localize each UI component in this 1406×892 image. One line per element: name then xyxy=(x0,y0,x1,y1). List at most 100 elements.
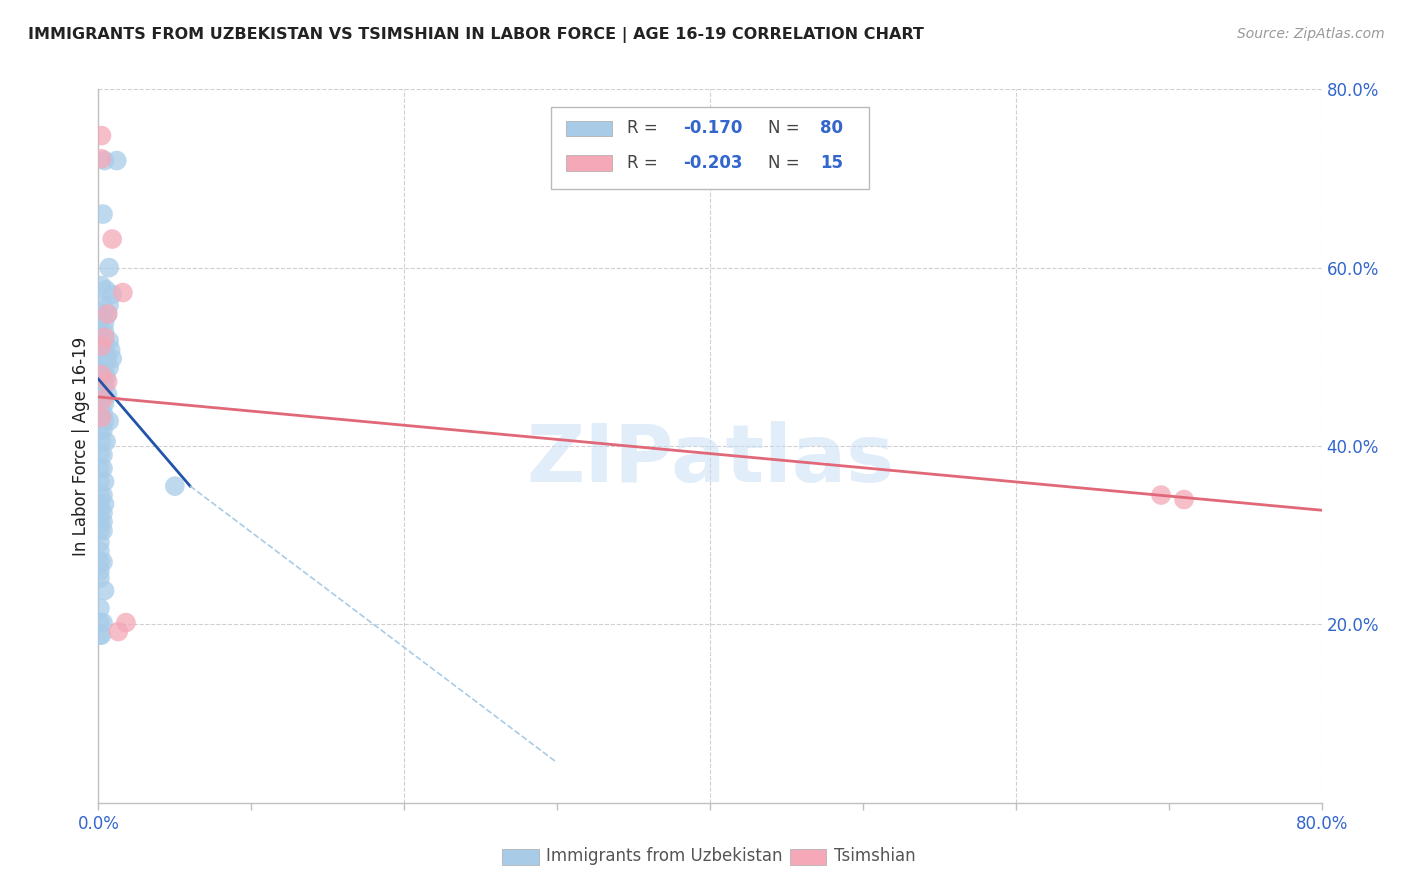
Point xyxy=(98,360,121,375)
Point xyxy=(90,152,112,166)
Point xyxy=(98,414,121,428)
Point xyxy=(89,506,111,520)
Point xyxy=(89,343,111,357)
Point xyxy=(89,515,111,529)
Point xyxy=(94,283,117,297)
Point xyxy=(115,615,138,630)
Point xyxy=(91,207,114,221)
Point xyxy=(89,497,111,511)
FancyBboxPatch shape xyxy=(565,120,612,136)
Point xyxy=(97,307,120,321)
Point xyxy=(97,351,120,366)
Point xyxy=(98,260,121,275)
Point xyxy=(89,555,111,569)
Point xyxy=(93,396,115,410)
Text: Immigrants from Uzbekistan: Immigrants from Uzbekistan xyxy=(546,847,783,865)
Point xyxy=(90,278,112,293)
Text: 15: 15 xyxy=(820,153,844,171)
FancyBboxPatch shape xyxy=(551,107,869,189)
Point xyxy=(91,405,114,419)
Point xyxy=(91,524,114,538)
Point xyxy=(91,555,114,569)
Point xyxy=(89,360,111,375)
Point xyxy=(89,448,111,462)
Point xyxy=(90,628,112,642)
Text: -0.203: -0.203 xyxy=(683,153,742,171)
Point xyxy=(90,339,112,353)
FancyBboxPatch shape xyxy=(565,155,612,170)
Point xyxy=(107,624,129,639)
Point xyxy=(90,368,112,382)
Point xyxy=(101,351,124,366)
Point xyxy=(91,369,114,384)
Text: R =: R = xyxy=(627,120,662,137)
Point xyxy=(1173,492,1195,507)
Point xyxy=(89,423,111,437)
Point xyxy=(89,571,111,585)
Point xyxy=(105,153,128,168)
Point xyxy=(1150,488,1173,502)
Point xyxy=(89,405,111,419)
Y-axis label: In Labor Force | Age 16-19: In Labor Force | Age 16-19 xyxy=(72,336,90,556)
Point xyxy=(89,628,111,642)
Text: ZIPatlas: ZIPatlas xyxy=(526,421,894,500)
Point xyxy=(89,378,111,392)
Point xyxy=(163,479,186,493)
Point xyxy=(97,375,120,389)
Point xyxy=(91,392,114,407)
Point xyxy=(90,434,112,449)
Point xyxy=(89,488,111,502)
Text: Source: ZipAtlas.com: Source: ZipAtlas.com xyxy=(1237,27,1385,41)
Point xyxy=(98,298,121,312)
Point xyxy=(90,307,112,321)
Point xyxy=(97,387,120,401)
Point xyxy=(93,475,115,489)
Text: -0.170: -0.170 xyxy=(683,120,742,137)
Point xyxy=(93,334,115,348)
Point xyxy=(89,524,111,538)
Text: Tsimshian: Tsimshian xyxy=(834,847,915,865)
Point xyxy=(90,128,112,143)
Point xyxy=(89,475,111,489)
Point xyxy=(94,369,117,384)
Point xyxy=(91,298,114,312)
Point xyxy=(89,544,111,558)
Point xyxy=(89,414,111,428)
Point xyxy=(91,615,114,630)
Point xyxy=(93,583,115,598)
Text: IMMIGRANTS FROM UZBEKISTAN VS TSIMSHIAN IN LABOR FORCE | AGE 16-19 CORRELATION C: IMMIGRANTS FROM UZBEKISTAN VS TSIMSHIAN … xyxy=(28,27,924,43)
Point xyxy=(93,343,115,357)
Point xyxy=(94,434,117,449)
Point xyxy=(89,325,111,339)
Point xyxy=(91,461,114,475)
Point xyxy=(93,497,115,511)
Point xyxy=(93,316,115,330)
Point xyxy=(98,334,121,348)
Point xyxy=(91,351,114,366)
Point xyxy=(89,535,111,549)
Point xyxy=(91,506,114,520)
Point xyxy=(89,351,111,366)
Point xyxy=(89,316,111,330)
Point xyxy=(91,515,114,529)
Point xyxy=(89,601,111,615)
Point xyxy=(93,414,115,428)
Point xyxy=(111,285,134,300)
Point xyxy=(93,360,115,375)
Point xyxy=(93,378,115,392)
Point xyxy=(93,153,115,168)
Point xyxy=(89,369,111,384)
FancyBboxPatch shape xyxy=(790,849,827,865)
Point xyxy=(93,325,115,339)
Text: R =: R = xyxy=(627,153,662,171)
Text: N =: N = xyxy=(768,153,804,171)
Point xyxy=(90,410,112,425)
Point xyxy=(91,423,114,437)
Point xyxy=(91,387,114,401)
Point xyxy=(100,343,122,357)
Text: N =: N = xyxy=(768,120,804,137)
Point xyxy=(89,387,111,401)
Point xyxy=(89,615,111,630)
Text: 80: 80 xyxy=(820,120,844,137)
Point xyxy=(93,330,115,344)
